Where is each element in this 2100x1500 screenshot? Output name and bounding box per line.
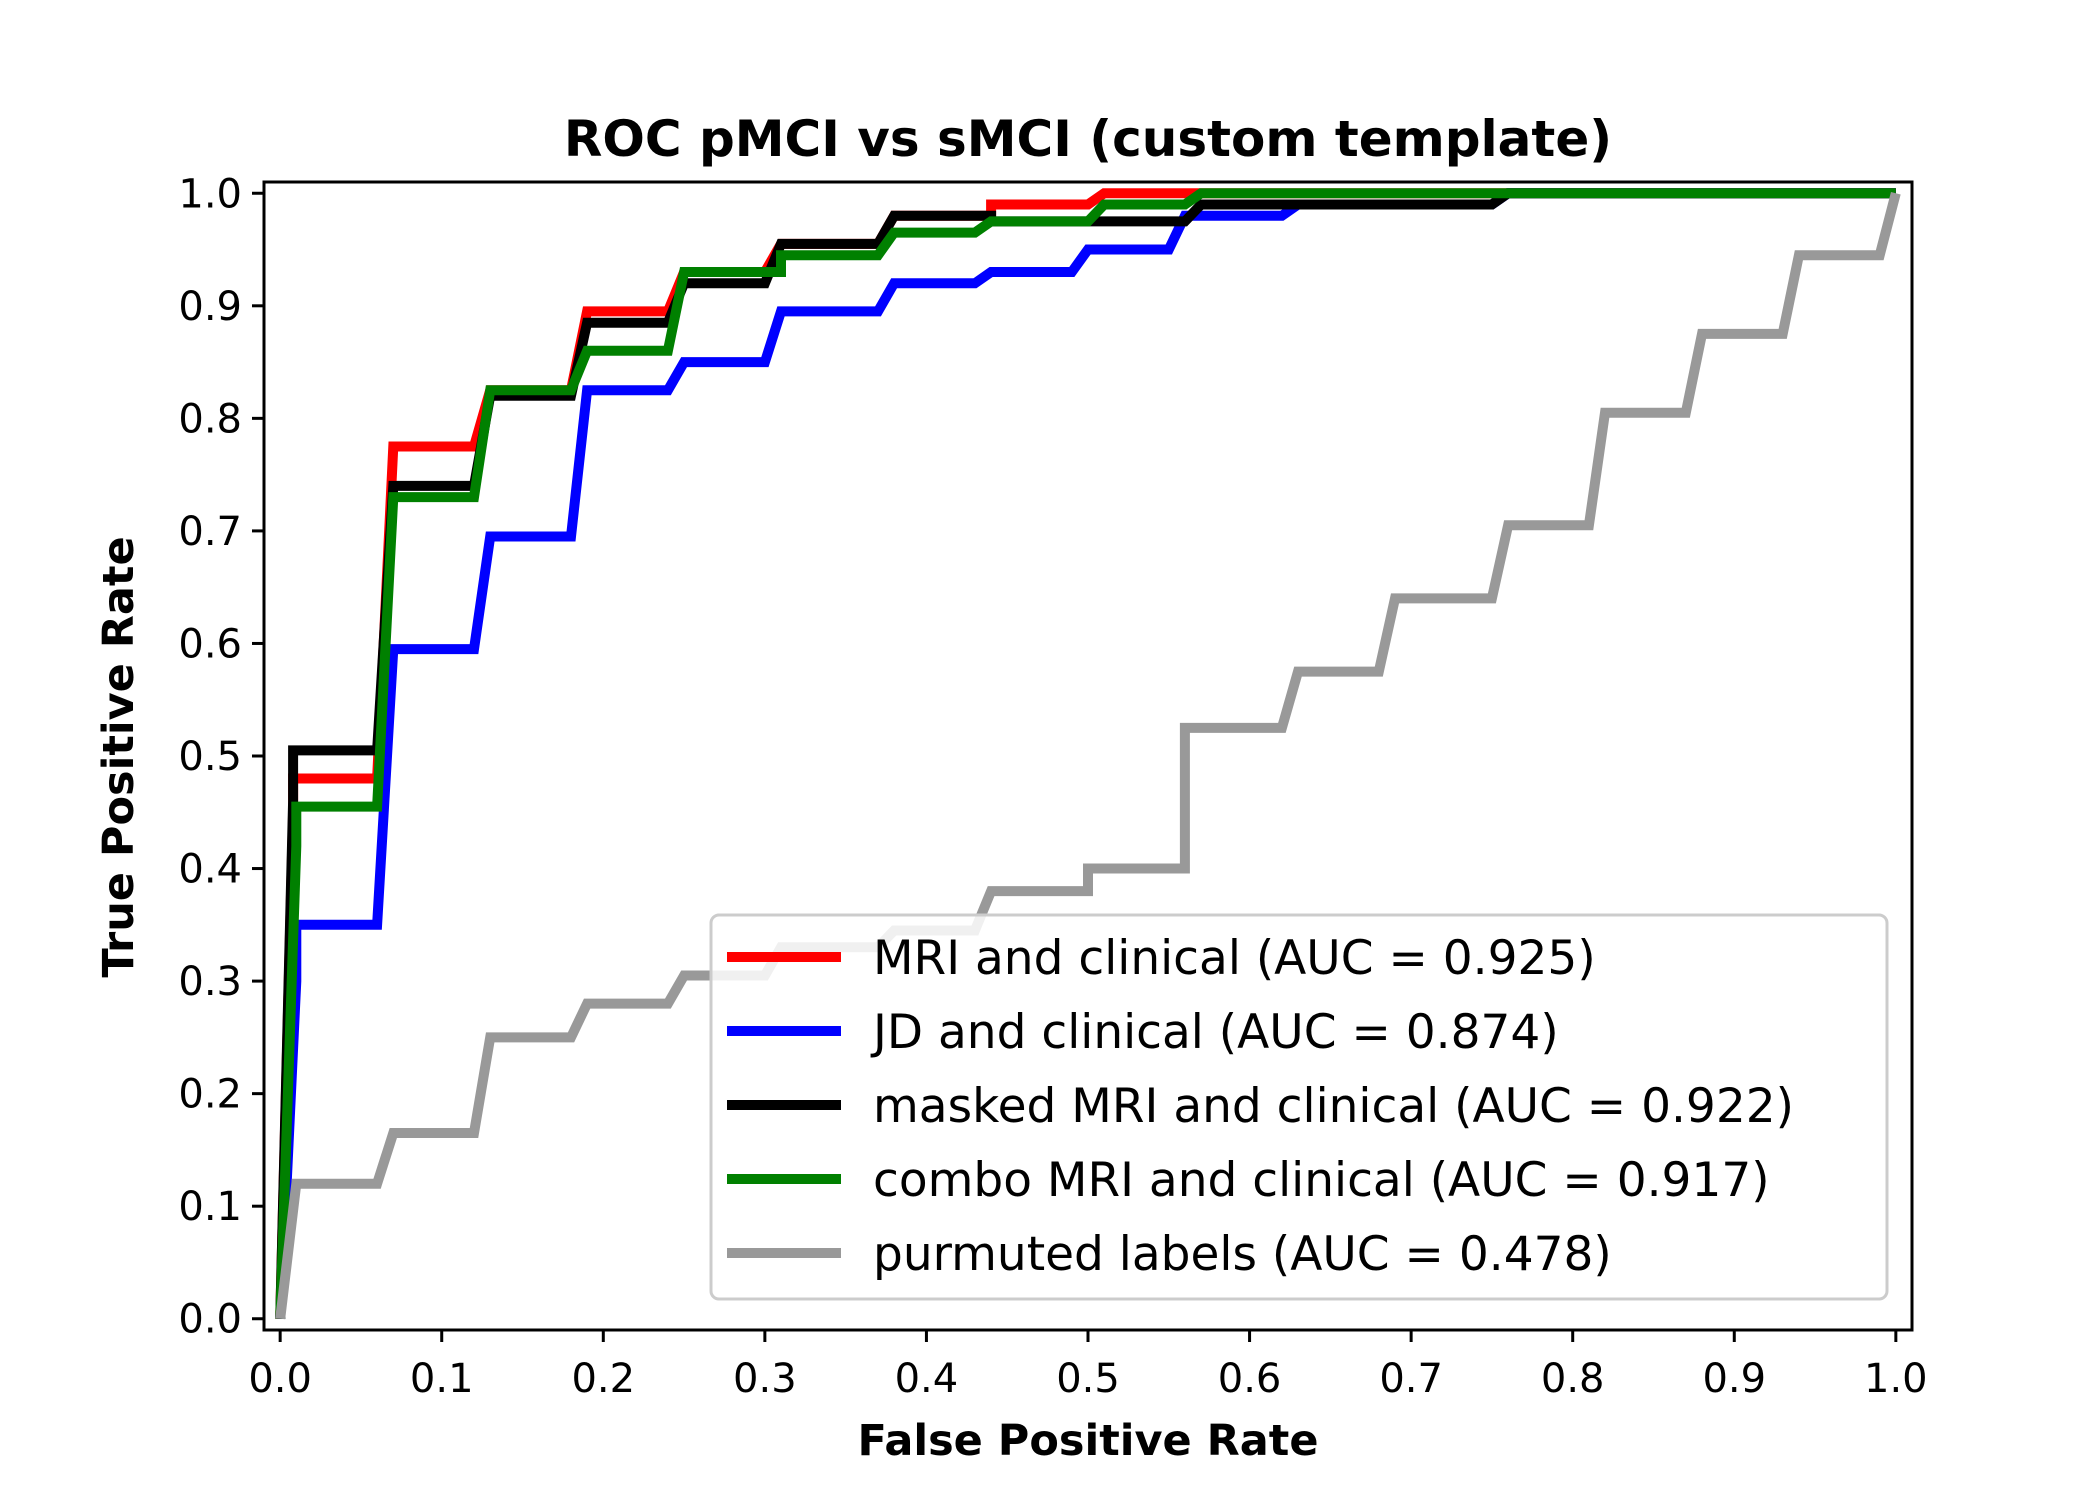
- y-tick-label: 0.3: [178, 959, 242, 1005]
- y-axis: 0.0 0.1 0.2 0.3 0.4 0.5 0.6 0.7 0.8 0.9 1.0: [178, 171, 264, 1343]
- legend-box: [709, 913, 1889, 1301]
- legend-entry: combo MRI and clinical (AUC = 0.917): [873, 1153, 1770, 1208]
- series-line-4: [275, 192, 1901, 1320]
- y-tick-label: 1.0: [178, 171, 242, 217]
- x-tick-label: 0.0: [248, 1356, 312, 1402]
- x-tick-label: 0.6: [1218, 1356, 1282, 1402]
- legend: MRI and clinical (AUC = 0.925) JD and cli…: [709, 913, 1889, 1301]
- x-axis: 0.0 0.1 0.2 0.3 0.4 0.5 0.6 0.7 0.8 0.9 1.0: [248, 1330, 1928, 1402]
- x-tick-label: 0.2: [571, 1356, 635, 1402]
- series-line-1: [275, 188, 1896, 1319]
- x-tick-label: 1.0: [1864, 1356, 1928, 1402]
- x-tick-label: 0.3: [733, 1356, 797, 1402]
- y-tick-label: 0.6: [178, 621, 242, 667]
- y-tick-label: 0.2: [178, 1072, 242, 1118]
- x-tick-label: 0.7: [1379, 1356, 1443, 1402]
- x-tick-label: 0.5: [1056, 1356, 1120, 1402]
- y-tick-label: 0.1: [178, 1184, 242, 1230]
- y-tick-label: 0.8: [178, 396, 242, 442]
- y-tick-label: 0.4: [178, 847, 242, 893]
- x-tick-label: 0.9: [1702, 1356, 1766, 1402]
- y-tick-label: 0.0: [178, 1297, 242, 1343]
- legend-entry: MRI and clinical (AUC = 0.925): [873, 931, 1596, 986]
- chart-title: ROC pMCI vs sMCI (custom template): [564, 110, 1612, 168]
- y-tick-label: 0.9: [178, 284, 242, 330]
- y-axis-label: True Positive Rate: [94, 536, 144, 977]
- x-tick-label: 0.8: [1541, 1356, 1605, 1402]
- x-tick-label: 0.4: [895, 1356, 959, 1402]
- legend-entry: masked MRI and clinical (AUC = 0.922): [873, 1079, 1794, 1134]
- legend-entry: JD and clinical (AUC = 0.874): [870, 1005, 1559, 1060]
- plot-series: [275, 188, 1901, 1320]
- series-line-3: [275, 188, 1896, 1319]
- y-tick-label: 0.5: [178, 734, 242, 780]
- x-tick-label: 0.1: [410, 1356, 474, 1402]
- x-axis-label: False Positive Rate: [857, 1416, 1318, 1466]
- y-tick-label: 0.7: [178, 509, 242, 555]
- legend-entry: purmuted labels (AUC = 0.478): [873, 1227, 1612, 1282]
